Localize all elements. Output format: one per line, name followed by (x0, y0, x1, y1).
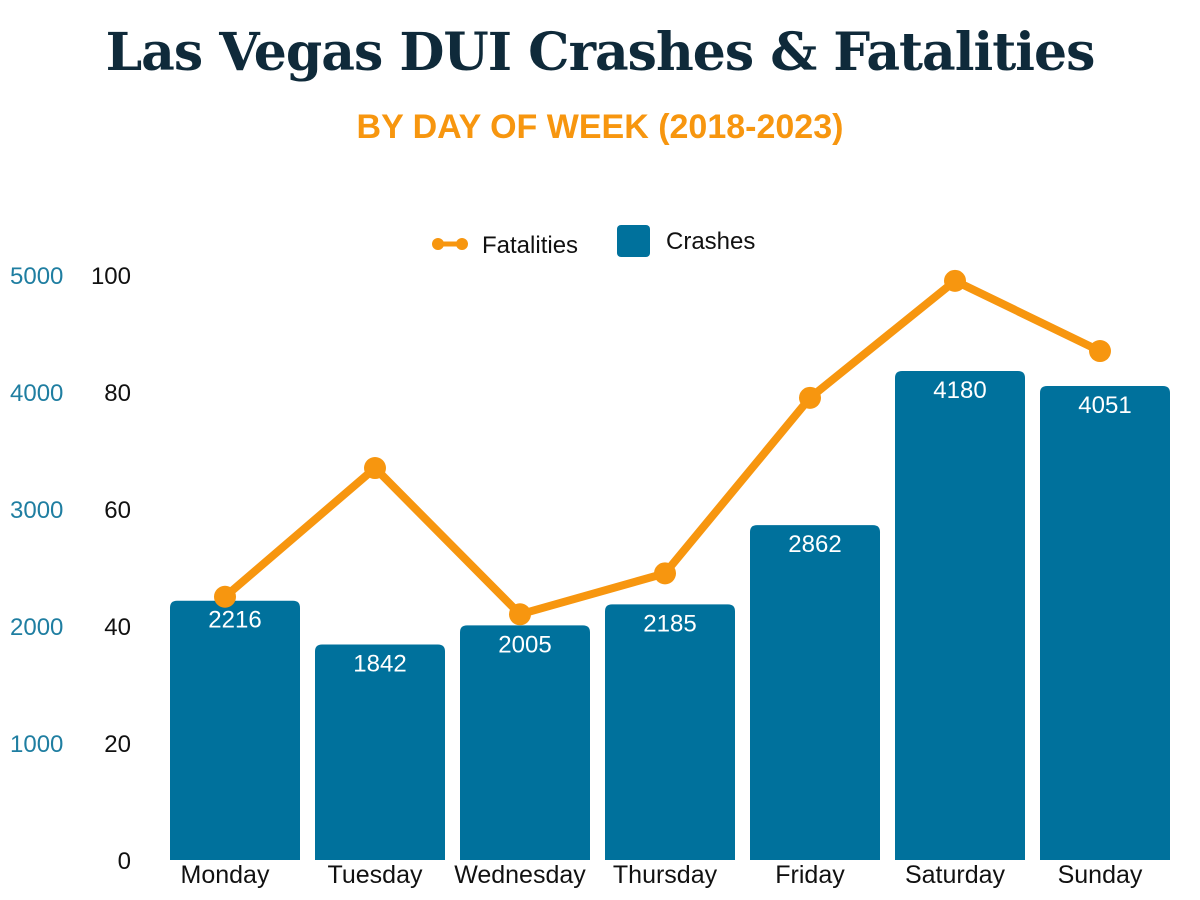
crashes-tick-label: 5000 (10, 263, 63, 290)
legend-fatalities-marker-dot (432, 238, 444, 250)
legend-fatalities-label: Fatalities (482, 232, 578, 259)
category-label: Monday (181, 861, 270, 889)
crashes-axis: 1000 2000 3000 4000 5000 (10, 263, 63, 758)
crash-bar (1040, 386, 1170, 860)
crash-bar-label: 4051 (1078, 392, 1131, 419)
crashes-tick-label: 4000 (10, 380, 63, 407)
legend-crashes-label: Crashes (666, 228, 755, 255)
fatalities-tick-label: 60 (104, 497, 131, 524)
crash-bar (170, 600, 300, 860)
crash-bar-label: 4180 (933, 377, 986, 404)
crash-bar-labels: 2216 1842 2005 2185 2862 4180 4051 (208, 377, 1131, 678)
crash-bar-label: 2216 (208, 607, 261, 634)
fatalities-point (364, 457, 386, 480)
crashes-tick-label: 2000 (10, 614, 63, 641)
crash-bar (750, 525, 880, 860)
category-labels: Monday Tuesday Wednesday Thursday Friday Satu… (181, 861, 1143, 889)
crash-bar (605, 604, 735, 860)
fatalities-point (1089, 340, 1111, 363)
category-label: Wednesday (454, 861, 586, 889)
legend-crashes-swatch (617, 225, 650, 257)
crash-bar-label: 1842 (353, 650, 406, 677)
fatalities-axis: 0 20 40 60 80 100 (91, 263, 131, 875)
fatalities-tick-label: 0 (118, 848, 131, 875)
fatalities-point (944, 269, 966, 292)
fatalities-tick-label: 80 (104, 380, 131, 407)
fatalities-point (654, 562, 676, 585)
fatalities-point (214, 585, 236, 608)
category-label: Thursday (613, 861, 718, 889)
category-label: Tuesday (328, 861, 423, 889)
category-label: Sunday (1058, 861, 1143, 889)
fatalities-point (799, 386, 821, 409)
chart-title: Las Vegas DUI Crashes & Fatalities (105, 22, 1096, 83)
legend: Fatalities Crashes (432, 225, 755, 259)
category-label: Saturday (905, 861, 1006, 889)
legend-fatalities-marker-dot (456, 238, 468, 250)
fatalities-tick-label: 40 (104, 614, 131, 641)
fatalities-tick-label: 100 (91, 263, 131, 290)
crash-bar-label: 2862 (788, 531, 841, 558)
crash-bar (460, 625, 590, 860)
chart-subtitle: BY DAY OF WEEK (2018-2023) (356, 108, 844, 146)
crash-bars (170, 370, 1170, 860)
crash-bar-label: 2005 (498, 631, 551, 658)
crash-bar (895, 370, 1025, 860)
fatalities-tick-label: 20 (104, 731, 131, 758)
fatalities-line (214, 269, 1111, 626)
crash-bar-label: 2185 (643, 610, 696, 637)
crash-bar (315, 644, 445, 860)
category-label: Friday (775, 861, 845, 889)
crashes-tick-label: 1000 (10, 731, 63, 758)
crashes-tick-label: 3000 (10, 497, 63, 524)
fatalities-point (509, 603, 531, 626)
